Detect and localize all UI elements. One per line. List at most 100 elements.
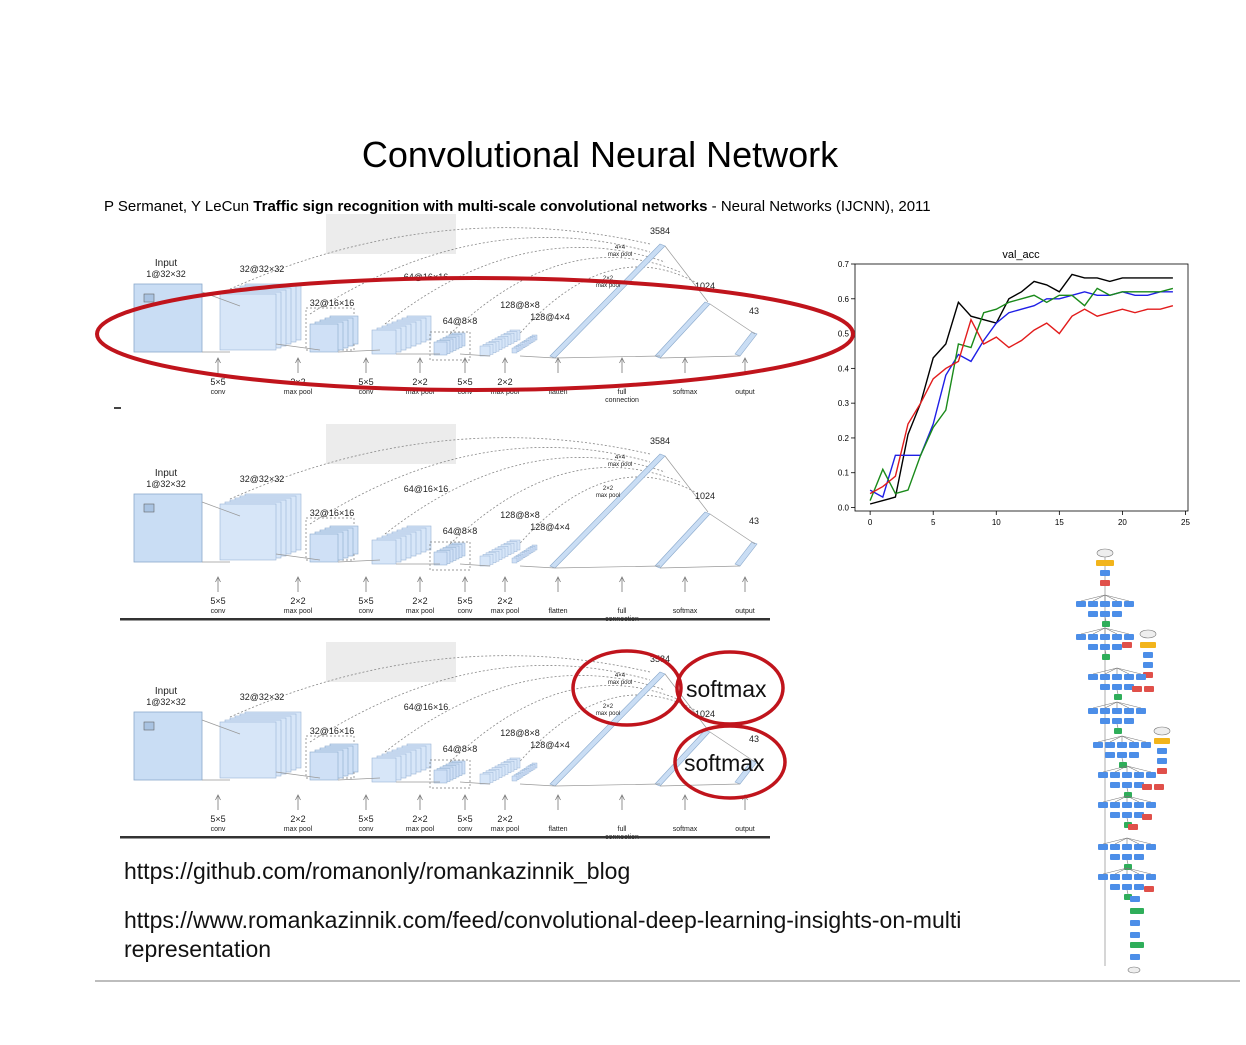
feature-map [371,539,397,565]
op-label-top: 2×2 [497,814,512,824]
graph-edge [1104,701,1118,709]
graph-edge [1114,837,1128,845]
graph-edge [1104,627,1118,635]
graph-node [1117,742,1127,748]
feature-map-label: 32@16×16 [310,508,354,518]
pool-op-label: 2×2 [603,276,614,282]
input-label: Input [155,686,177,697]
graph-edge [1126,765,1152,773]
graph-node [1143,652,1153,658]
graph-edge [1104,667,1118,675]
y-tick-label: 0.0 [838,504,850,513]
op-label-bottom: output [735,608,755,615]
chart-plot-frame [854,263,1189,512]
graph-node [1102,654,1110,660]
github-link[interactable]: https://github.com/romanonly/romankazinn… [124,858,631,884]
feature-map-label: 64@16×16 [404,272,448,282]
y-tick-label: 0.2 [838,434,850,443]
op-arrowhead [502,576,508,583]
blog-link[interactable]: https://www.romankazinnik.com/feed/convo… [124,907,962,962]
graph-edge [1092,594,1106,602]
bottom-rule [95,980,1240,982]
op-label-bottom: conv [359,389,374,396]
skip-connection-arc [449,467,681,545]
graph-edge [1104,594,1130,602]
citation-paper-title: Traffic sign recognition with multi-scal… [253,198,708,215]
pool-op-label: max pool [596,283,620,289]
feature-map-label: 64@8×8 [443,744,477,754]
graph-edge [1104,616,1107,622]
connector-line [275,771,321,779]
graph-node [1143,662,1153,668]
small-dash [114,407,121,409]
dense-size-label: 43 [749,516,759,526]
input-label: Input [155,258,177,269]
op-label-top: 5×5 [457,814,472,824]
graph-edge [1126,859,1129,865]
graph-node [1136,674,1146,680]
kernel-window [143,293,155,303]
feature-map [479,345,491,357]
graph-edge [1080,594,1106,602]
graph-node [1088,601,1098,607]
graph-node [1110,874,1120,880]
op-label-bottom: softmax [673,389,698,396]
graph-edge [1126,795,1140,803]
dense-size-label: 43 [749,306,759,316]
kernel-window [143,721,155,731]
pool-op-label: 4×4 [615,673,626,679]
y-tick-label: 0.5 [838,330,850,339]
pool-op-label: 4×4 [615,455,626,461]
output-bar [734,331,758,357]
graph-node [1112,718,1122,724]
op-arrowhead [462,576,468,583]
feature-map [511,557,518,564]
flatten-bar [549,453,666,569]
connector-line [201,501,241,517]
graph-node [1154,738,1170,744]
graph-node [1110,854,1120,860]
connector-line [554,565,661,569]
feature-map [219,293,277,351]
skip-connection-arc [229,437,651,500]
graph-node [1124,708,1134,714]
feature-map-label: 128@8×8 [500,510,539,520]
graph-node [1100,601,1110,607]
op-arrowhead [619,794,625,801]
graph-node [1100,674,1110,680]
graph-node [1144,886,1154,892]
kernel-window [143,503,155,513]
y-tick-label: 0.1 [838,469,850,478]
graph-node [1112,644,1122,650]
graph-node [1122,844,1132,850]
op-label-bottom: max pool [491,608,520,615]
connector-line [337,559,381,563]
graph-edge [1126,889,1129,895]
graph-node-oval [1153,726,1171,736]
graph-node-oval [1096,548,1114,558]
op-label-bottom: full [618,389,627,396]
graph-node [1146,802,1156,808]
graph-node [1088,708,1098,714]
graph-edge [1116,689,1119,695]
op-arrowhead [619,576,625,583]
op-label-top: 5×5 [358,596,373,606]
graph-edge [1104,594,1118,602]
graph-edge [1092,701,1118,709]
op-label-bottom: max pool [406,389,435,396]
graph-node [1088,674,1098,680]
graph-node [1088,644,1098,650]
graph-edge [1126,867,1152,875]
skip-connection-arc [309,447,651,525]
graph-node [1122,812,1132,818]
op-label-bottom: max pool [284,608,313,615]
graph-node [1105,742,1115,748]
graph-edge [1102,795,1128,803]
pool-op-label: max pool [608,462,632,468]
flatten-bar [549,671,666,787]
op-label-bottom: flatten [548,389,567,396]
graph-node [1110,812,1120,818]
graph-node [1093,742,1103,748]
